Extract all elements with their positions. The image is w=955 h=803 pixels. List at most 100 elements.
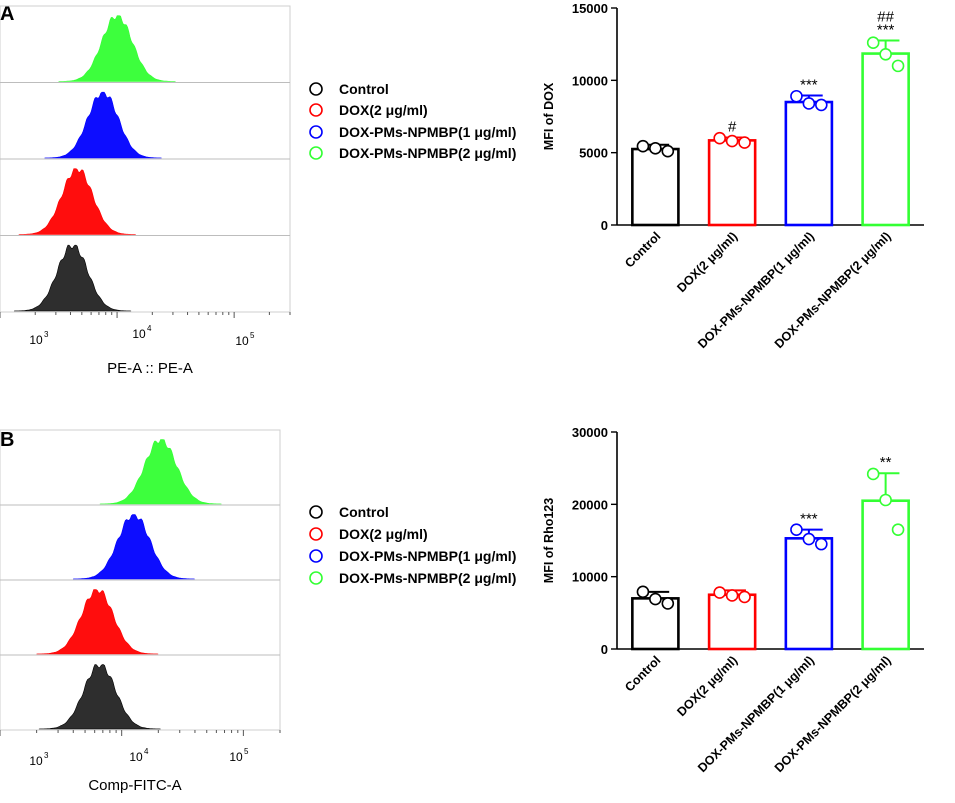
legend-label: DOX-PMs-NPMBP(2 μg/ml) (339, 145, 516, 161)
legend-marker-icon (309, 82, 323, 96)
category-label: Control (622, 229, 663, 270)
legend-b: Control DOX(2 μg/ml) DOX-PMs-NPMBP(1 μg/… (309, 504, 516, 586)
tick-base: 10 (129, 750, 143, 764)
significance-label: ## (877, 9, 894, 26)
legend-item: Control (309, 504, 389, 520)
chart-marks: 0 5000 10000 15000 MFI of DOX Control # DOX(2 μ… (0, 1, 924, 775)
tick-exponent: 3 (44, 751, 49, 760)
legend-a: Control DOX(2 μg/ml) DOX-PMs-NPMBP(1 μg/… (309, 81, 516, 161)
y-tick-label: 30000 (572, 425, 608, 440)
y-tick-label: 0 (601, 218, 608, 233)
category-label: DOX(2 μg/ml) (674, 229, 740, 295)
bar (707, 139, 757, 227)
tick-exponent: 5 (250, 331, 255, 340)
data-point (661, 144, 675, 158)
tick-exponent: 3 (44, 330, 49, 339)
legend-marker-icon (309, 549, 323, 563)
significance-label: *** (800, 511, 818, 528)
bar (861, 499, 910, 651)
panel-label-b: B (0, 429, 14, 451)
bar-chart-a: 0 5000 10000 15000 MFI of DOX Control # DOX(2 μ… (542, 1, 924, 351)
data-point (891, 523, 905, 536)
data-point (713, 131, 726, 145)
legend-label: DOX(2 μg/ml) (339, 102, 428, 118)
significance-label: *** (877, 22, 895, 39)
legend-item: Control (309, 81, 389, 97)
y-tick-label: 10000 (572, 73, 608, 88)
bar (784, 537, 834, 651)
y-axis-label: MFI of DOX (542, 82, 556, 150)
tick-base: 10 (235, 334, 249, 348)
legend-label: Control (339, 504, 389, 520)
panel-label-a: A (0, 3, 14, 25)
legend-marker-icon (309, 125, 323, 139)
tick-base: 10 (132, 327, 146, 341)
data-point (738, 590, 751, 604)
data-point (815, 98, 828, 112)
significance-label: ** (880, 454, 892, 471)
bar (861, 52, 910, 227)
histogram-a-xlabel: PE-A :: PE-A (107, 360, 193, 377)
legend-item: DOX(2 μg/ml) (309, 526, 428, 542)
data-point (879, 493, 892, 507)
histogram-a (0, 5, 291, 318)
tick-exponent: 4 (147, 324, 152, 333)
histogram-series-0 (58, 15, 176, 82)
histogram-b-tick-1000: 10 3 (29, 751, 49, 768)
legend-item: DOX-PMs-NPMBP(1 μg/ml) (309, 548, 516, 564)
legend-item: DOX(2 μg/ml) (309, 102, 428, 118)
tick-exponent: 5 (244, 747, 249, 756)
y-axis-label: MFI of Rho123 (542, 498, 556, 583)
histogram-series-2 (18, 168, 136, 235)
histogram-series-1 (44, 91, 162, 159)
histogram-b-tick-10000: 10 4 (129, 747, 149, 764)
y-tick-label: 0 (601, 642, 608, 657)
data-point (815, 537, 828, 551)
category-label: DOX(2 μg/ml) (674, 653, 740, 719)
data-point (636, 585, 650, 599)
category-label: Control (622, 653, 663, 694)
data-point (802, 532, 816, 546)
data-point (725, 134, 739, 148)
legend-label: Control (339, 81, 389, 97)
data-point (738, 136, 751, 149)
legend-item: DOX-PMs-NPMBP(2 μg/ml) (309, 145, 516, 161)
legend-marker-icon (309, 527, 323, 541)
data-point (866, 36, 880, 50)
y-tick-label: 15000 (572, 1, 608, 16)
histogram-a-tick-100000: 10 5 (235, 331, 255, 348)
data-point (891, 59, 905, 73)
histogram-series-2 (36, 589, 159, 655)
significance-label: *** (800, 77, 818, 94)
legend-label: DOX(2 μg/ml) (339, 526, 428, 542)
legend-label: DOX-PMs-NPMBP(2 μg/ml) (339, 570, 516, 586)
histogram-a-tick-10000: 10 4 (132, 324, 152, 341)
data-point (790, 523, 803, 536)
data-point (866, 467, 880, 481)
bar-chart-b: 0 10000 20000 30000 MFI of Rho123 Control DOX(… (542, 425, 924, 775)
data-point (713, 586, 726, 599)
y-tick-label: 10000 (572, 570, 608, 585)
histogram-a-tick-1000: 10 3 (29, 330, 49, 347)
legend-marker-icon (309, 146, 323, 160)
y-tick-label: 5000 (579, 146, 608, 161)
legend-item: DOX-PMs-NPMBP(2 μg/ml) (309, 570, 516, 586)
data-point (790, 89, 803, 103)
histogram-series-1 (72, 514, 195, 580)
legend-marker-icon (309, 103, 323, 117)
tick-base: 10 (29, 754, 43, 768)
data-point (802, 97, 816, 110)
data-point (649, 142, 662, 155)
tick-exponent: 4 (144, 747, 149, 756)
legend-marker-icon (309, 505, 323, 519)
data-point (725, 589, 739, 602)
significance-label: # (728, 118, 737, 135)
histogram-series-3 (38, 664, 161, 730)
tick-base: 10 (29, 333, 43, 347)
histogram-series-3 (13, 244, 132, 312)
data-point (661, 597, 675, 610)
legend-label: DOX-PMs-NPMBP(1 μg/ml) (339, 124, 516, 140)
histogram-series-0 (99, 439, 222, 505)
bar (784, 100, 834, 227)
